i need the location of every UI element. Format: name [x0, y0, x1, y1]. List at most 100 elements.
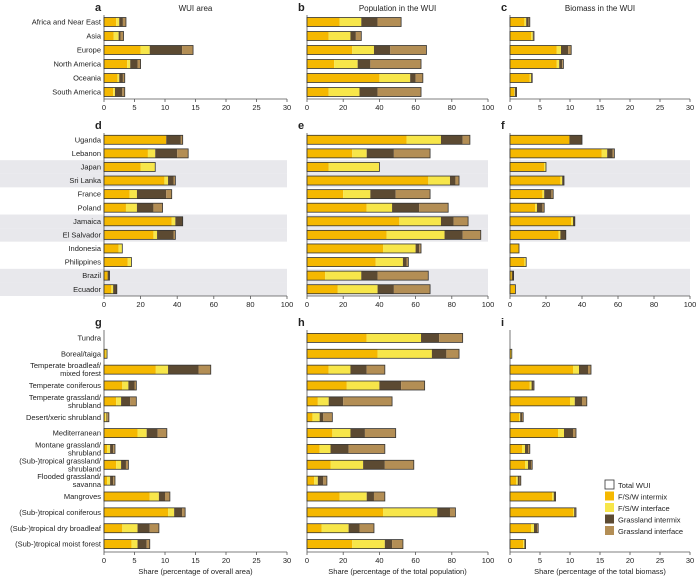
- bar-segment-grass-interface: [393, 284, 431, 294]
- bar-segment-grass-interface: [348, 444, 385, 454]
- row-label: El Salvador: [63, 230, 102, 239]
- row-label: Poland: [78, 203, 101, 212]
- bar-segment-grass-interface: [343, 396, 393, 406]
- row-label: Boreal/taiga: [61, 349, 102, 358]
- bar-segment-grass-interface: [455, 176, 460, 186]
- bar-segment-grass-interface: [419, 203, 449, 213]
- bar-segment-grass-interface: [177, 148, 189, 158]
- bar-segment-fsw-interface: [531, 31, 533, 41]
- bar-segment-fsw-intermix: [104, 176, 165, 186]
- bar-total-outline: [306, 175, 460, 186]
- bar-segment-fsw-interface: [552, 492, 554, 501]
- bar-segment-grass-intermix: [415, 243, 420, 253]
- bar-segment-grass-intermix: [174, 507, 183, 517]
- bar-total-outline: [509, 175, 565, 186]
- bar-segment-fsw-intermix: [104, 492, 150, 501]
- panel-title: WUI area: [179, 4, 213, 13]
- bar-segment-fsw-interface: [377, 349, 432, 359]
- bar-segment-fsw-intermix: [104, 59, 128, 69]
- bar-segment-fsw-intermix: [307, 412, 313, 422]
- bar-segment-grass-interface: [122, 87, 125, 97]
- bar-segment-grass-interface: [113, 444, 115, 454]
- bar-segment-grass-intermix: [373, 45, 391, 55]
- panel-letter: b: [298, 2, 305, 14]
- bar-segment-fsw-interface: [334, 59, 358, 69]
- bar-segment-fsw-interface: [346, 381, 380, 390]
- row-label: Montane grassland/shrubland: [35, 441, 102, 458]
- bar-segment-grass-intermix: [553, 492, 555, 501]
- bar-segment-fsw-interface: [140, 45, 150, 55]
- bar-total-outline: [306, 243, 422, 254]
- bar-segment-fsw-intermix: [104, 189, 130, 199]
- bar-segment-fsw-intermix: [104, 539, 132, 549]
- panel-g: g 0 5 10 15 20 25 30 Share (percentage of overal…: [10, 317, 291, 576]
- bar-segment-fsw-interface: [171, 216, 176, 226]
- bar-segment-grass-interface: [165, 492, 170, 501]
- bar-segment-fsw-interface: [332, 428, 351, 438]
- bar-segment-fsw-interface: [339, 17, 362, 27]
- bar-segment-fsw-intermix: [104, 31, 114, 41]
- bar-segment-grass-intermix: [559, 59, 563, 69]
- bar-segment-fsw-intermix: [307, 349, 378, 359]
- bar-segment-fsw-interface: [570, 396, 575, 406]
- bar-total-outline: [306, 284, 431, 295]
- x-tick-label: 20: [339, 103, 347, 112]
- bar-segment-fsw-intermix: [510, 59, 557, 69]
- bar-segment-fsw-intermix: [307, 203, 367, 213]
- bar-segment-fsw-interface: [111, 284, 114, 294]
- bar-segment-grass-intermix: [350, 365, 367, 375]
- bar-segment-grass-intermix: [136, 203, 154, 213]
- bar-segment-grass-interface: [384, 460, 414, 470]
- bar-total-outline: [103, 539, 151, 549]
- bar-segment-fsw-interface: [601, 148, 608, 158]
- bar-segment-fsw-intermix: [104, 45, 141, 55]
- bar-segment-fsw-intermix: [510, 271, 512, 281]
- bar-segment-grass-intermix: [526, 17, 529, 27]
- bar-segment-fsw-intermix: [104, 17, 117, 27]
- bar-segment-grass-intermix: [361, 271, 378, 281]
- bar-segment-fsw-interface: [573, 507, 575, 517]
- row-label: Europe: [77, 46, 101, 55]
- bar-segment-fsw-intermix: [307, 492, 340, 501]
- bar-segment-grass-intermix: [431, 349, 447, 359]
- x-tick-label: 60: [411, 556, 419, 565]
- x-tick-label: 80: [448, 103, 456, 112]
- bar-total-outline: [306, 380, 426, 391]
- bar-segment-grass-intermix: [157, 230, 174, 240]
- bar-segment-grass-interface: [364, 428, 396, 438]
- x-tick-label: 0: [508, 103, 512, 112]
- bar-segment-fsw-interface: [428, 176, 450, 186]
- x-tick-label: 5: [132, 103, 136, 112]
- bar-segment-fsw-intermix: [510, 176, 561, 186]
- bar-segment-grass-intermix: [607, 148, 613, 158]
- bar-segment-fsw-interface: [531, 523, 534, 533]
- bar-segment-fsw-interface: [399, 216, 441, 226]
- panel-letter: i: [501, 317, 504, 329]
- x-tick-label: 0: [305, 103, 309, 112]
- bar-total-outline: [509, 73, 533, 83]
- bar-segment-grass-interface: [125, 460, 129, 470]
- bar-total-outline: [306, 189, 431, 200]
- bar-segment-fsw-interface: [127, 257, 132, 267]
- bar-segment-grass-intermix: [168, 176, 174, 186]
- bar-segment-fsw-interface: [556, 45, 561, 55]
- bar-segment-fsw-interface: [314, 476, 318, 486]
- bar-total-outline: [509, 202, 545, 213]
- bar-segment-grass-interface: [130, 396, 137, 406]
- row-label: Brazil: [82, 271, 101, 280]
- row-label: Flooded grassland/savanna: [37, 472, 102, 489]
- bar-segment-grass-intermix: [319, 412, 324, 422]
- row-label: (Sub-)tropical dry broadleaf: [10, 524, 102, 533]
- bar-total-outline: [103, 412, 110, 423]
- bar-total-outline: [509, 17, 531, 27]
- bar-total-outline: [103, 59, 141, 69]
- bar-segment-fsw-interface: [525, 460, 528, 470]
- bar-segment-grass-interface: [419, 243, 422, 253]
- x-tick-label: 15: [191, 556, 199, 565]
- bar-segment-grass-intermix: [402, 257, 407, 267]
- bar-segment-fsw-intermix: [104, 284, 112, 294]
- x-tick-label: 25: [252, 103, 260, 112]
- bar-segment-fsw-intermix: [307, 176, 429, 186]
- bar-segment-fsw-interface: [524, 257, 527, 267]
- bar-segment-grass-interface: [453, 216, 469, 226]
